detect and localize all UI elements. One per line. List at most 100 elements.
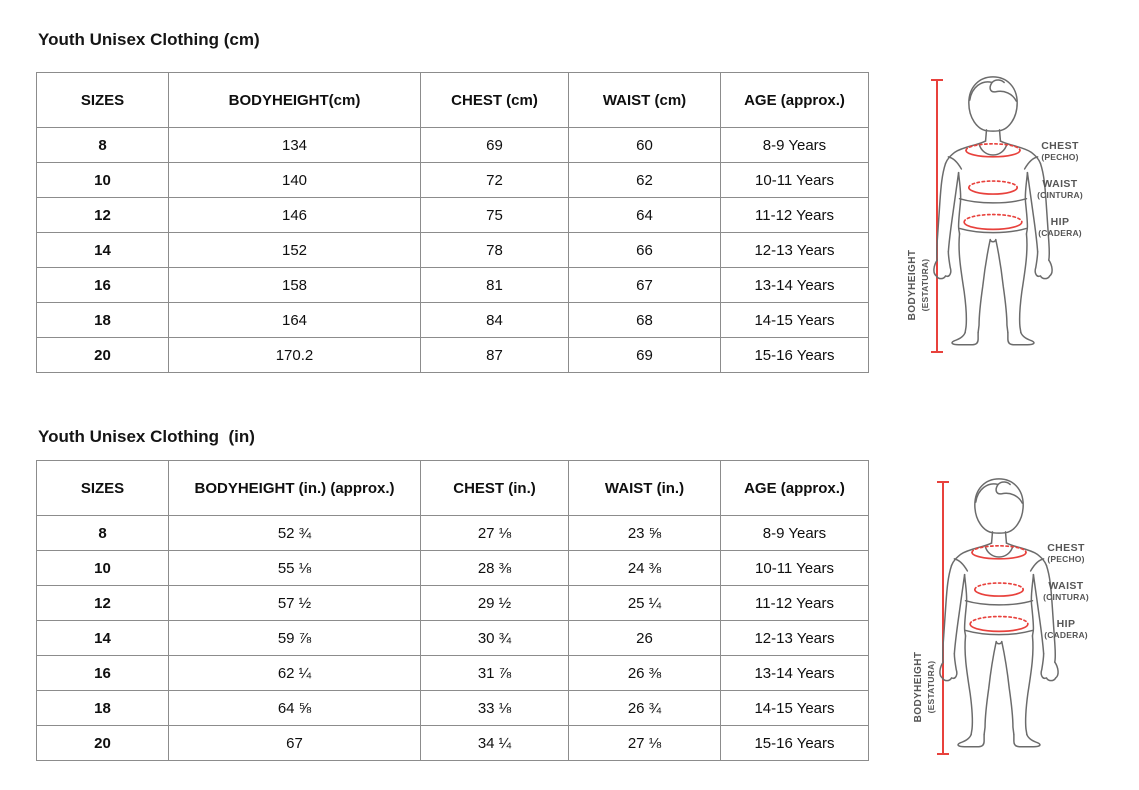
body-measurement-diagram-cm: BODYHEIGHT (ESTATURA) CHEST (PECHO) WAIS… — [900, 56, 1139, 386]
value-cell: 12-13 Years — [720, 232, 869, 268]
value-cell: 140 — [168, 162, 421, 198]
size-cell: 12 — [36, 585, 169, 621]
column-header-age: AGE (approx.) — [720, 72, 869, 128]
value-cell: 11-12 Years — [720, 197, 869, 233]
column-header-bodyheight: BODYHEIGHT (in.) (approx.) — [168, 460, 421, 516]
column-header-chest: CHEST (cm) — [420, 72, 569, 128]
table-row: 16 62 ¼ 31 ⅞ 26 ⅜ 13-14 Years — [36, 655, 869, 691]
value-cell: 33 ⅛ — [420, 690, 569, 726]
hip-label: HIP (CADERA) — [1038, 216, 1082, 238]
table-row: 14 152 78 66 12-13 Years — [36, 232, 869, 268]
value-cell: 62 — [568, 162, 721, 198]
value-cell: 15-16 Years — [720, 725, 869, 761]
waist-label: WAIST (CINTURA) — [1037, 178, 1083, 200]
header-row: SIZES BODYHEIGHT (in.) (approx.) CHEST (… — [36, 460, 869, 516]
value-cell: 59 ⅞ — [168, 620, 421, 656]
value-cell: 78 — [420, 232, 569, 268]
value-cell: 27 ⅛ — [420, 515, 569, 551]
value-cell: 26 ⅜ — [568, 655, 721, 691]
value-cell: 152 — [168, 232, 421, 268]
value-cell: 67 — [568, 267, 721, 303]
value-cell: 13-14 Years — [720, 267, 869, 303]
value-cell: 14-15 Years — [720, 302, 869, 338]
table-title-cm: Youth Unisex Clothing (cm) — [38, 30, 260, 49]
value-cell: 23 ⅝ — [568, 515, 721, 551]
value-cell: 75 — [420, 197, 569, 233]
table-row: 10 55 ⅛ 28 ⅜ 24 ⅜ 10-11 Years — [36, 550, 869, 586]
size-cell: 14 — [36, 232, 169, 268]
value-cell: 67 — [168, 725, 421, 761]
value-cell: 146 — [168, 197, 421, 233]
table-row: 12 57 ½ 29 ½ 25 ¼ 11-12 Years — [36, 585, 869, 621]
value-cell: 24 ⅜ — [568, 550, 721, 586]
value-cell: 57 ½ — [168, 585, 421, 621]
value-cell: 8-9 Years — [720, 515, 869, 551]
column-header-age: AGE (approx.) — [720, 460, 869, 516]
size-cell: 10 — [36, 162, 169, 198]
hip-label: HIP (CADERA) — [1044, 618, 1088, 640]
table-row: 16 158 81 67 13-14 Years — [36, 267, 869, 303]
value-cell: 25 ¼ — [568, 585, 721, 621]
table-row: 10 140 72 62 10-11 Years — [36, 162, 869, 198]
column-header-waist: WAIST (in.) — [568, 460, 721, 516]
value-cell: 27 ⅛ — [568, 725, 721, 761]
value-cell: 14-15 Years — [720, 690, 869, 726]
value-cell: 64 ⅝ — [168, 690, 421, 726]
value-cell: 31 ⅞ — [420, 655, 569, 691]
size-cell: 20 — [36, 725, 169, 761]
waist-label: WAIST (CINTURA) — [1043, 580, 1089, 602]
size-cell: 18 — [36, 690, 169, 726]
value-cell: 26 ¾ — [568, 690, 721, 726]
size-cell: 8 — [36, 515, 169, 551]
size-cell: 16 — [36, 655, 169, 691]
chest-label: CHEST (PECHO) — [1047, 542, 1085, 564]
table-row: 12 146 75 64 11-12 Years — [36, 197, 869, 233]
body-measurement-diagram-in: BODYHEIGHT (ESTATURA) CHEST (PECHO) WAIS… — [906, 458, 1139, 788]
table-row: 18 64 ⅝ 33 ⅛ 26 ¾ 14-15 Years — [36, 690, 869, 726]
column-header-bodyheight: BODYHEIGHT(cm) — [168, 72, 421, 128]
value-cell: 60 — [568, 127, 721, 163]
value-cell: 10-11 Years — [720, 550, 869, 586]
value-cell: 15-16 Years — [720, 337, 869, 373]
bodyheight-measure-line — [937, 481, 949, 755]
value-cell: 11-12 Years — [720, 585, 869, 621]
table-row: 20 67 34 ¼ 27 ⅛ 15-16 Years — [36, 725, 869, 761]
value-cell: 69 — [568, 337, 721, 373]
size-cell: 16 — [36, 267, 169, 303]
size-table-cm: SIZES BODYHEIGHT(cm) CHEST (cm) WAIST (c… — [36, 72, 869, 373]
value-cell: 164 — [168, 302, 421, 338]
table-row: 18 164 84 68 14-15 Years — [36, 302, 869, 338]
value-cell: 30 ¾ — [420, 620, 569, 656]
child-body-outline — [933, 76, 1053, 346]
value-cell: 55 ⅛ — [168, 550, 421, 586]
value-cell: 64 — [568, 197, 721, 233]
value-cell: 29 ½ — [420, 585, 569, 621]
child-body-outline — [939, 478, 1059, 748]
size-cell: 12 — [36, 197, 169, 233]
size-cell: 14 — [36, 620, 169, 656]
value-cell: 81 — [420, 267, 569, 303]
column-header-chest: CHEST (in.) — [420, 460, 569, 516]
column-header-sizes: SIZES — [36, 460, 169, 516]
size-cell: 8 — [36, 127, 169, 163]
value-cell: 68 — [568, 302, 721, 338]
value-cell: 13-14 Years — [720, 655, 869, 691]
table-row: 8 52 ¾ 27 ⅛ 23 ⅝ 8-9 Years — [36, 515, 869, 551]
size-cell: 10 — [36, 550, 169, 586]
value-cell: 26 — [568, 620, 721, 656]
value-cell: 66 — [568, 232, 721, 268]
value-cell: 158 — [168, 267, 421, 303]
value-cell: 62 ¼ — [168, 655, 421, 691]
table-row: 20 170.2 87 69 15-16 Years — [36, 337, 869, 373]
bodyheight-measure-line — [931, 79, 943, 353]
value-cell: 69 — [420, 127, 569, 163]
value-cell: 34 ¼ — [420, 725, 569, 761]
table-row: 14 59 ⅞ 30 ¾ 26 12-13 Years — [36, 620, 869, 656]
value-cell: 12-13 Years — [720, 620, 869, 656]
table-row: 8 134 69 60 8-9 Years — [36, 127, 869, 163]
size-table-in: SIZES BODYHEIGHT (in.) (approx.) CHEST (… — [36, 460, 869, 761]
size-cell: 20 — [36, 337, 169, 373]
chest-label: CHEST (PECHO) — [1041, 140, 1079, 162]
value-cell: 72 — [420, 162, 569, 198]
value-cell: 10-11 Years — [720, 162, 869, 198]
